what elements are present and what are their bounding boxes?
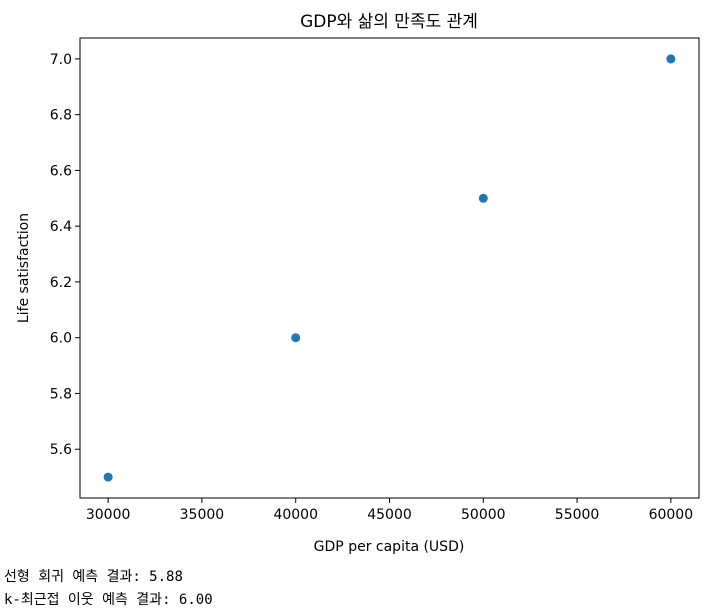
y-tick-label: 6.0 [50,331,72,347]
y-tick-label: 5.8 [50,386,72,402]
x-tick-label: 40000 [273,507,318,523]
data-point [666,54,676,64]
y-tick-label: 6.6 [50,163,72,179]
data-point [103,472,113,482]
scatter-figure: GDP와 삶의 만족도 관계 30000 35000 40000 45000 50000… [16,12,700,555]
knn-output: k-최근접 이웃 예측 결과: 6.00 [4,592,213,608]
y-tick-label: 6.8 [50,108,72,124]
y-tick-label: 6.2 [50,275,72,291]
chart-title: GDP와 삶의 만족도 관계 [300,12,478,32]
x-axis-label: GDP per capita (USD) [314,539,465,555]
x-tick-label: 45000 [367,507,412,523]
y-tick-label: 7.0 [50,52,72,68]
x-tick-label: 50000 [461,507,506,523]
x-tick-label: 60000 [649,507,694,523]
y-tick-label: 6.4 [50,219,72,235]
data-points [103,54,676,482]
plot-frame [79,37,700,499]
x-tick-label: 30000 [86,507,131,523]
x-tick-label: 55000 [555,507,600,523]
y-tick-label: 5.6 [50,442,72,458]
x-axis-ticks: 30000 35000 40000 45000 50000 55000 60000 [86,498,693,523]
y-axis-label: Life satisfaction [16,213,32,323]
linear-regression-output: 선형 회귀 예측 결과: 5.88 [4,569,183,585]
y-axis-ticks: 5.6 5.8 6.0 6.2 6.4 6.6 6.8 7.0 [50,52,80,458]
data-point [478,193,488,203]
data-point [291,333,301,343]
x-tick-label: 35000 [180,507,225,523]
